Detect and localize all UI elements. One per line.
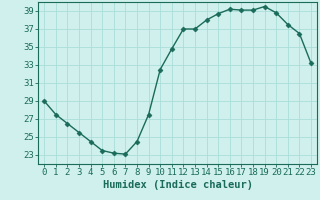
X-axis label: Humidex (Indice chaleur): Humidex (Indice chaleur) (103, 180, 252, 190)
